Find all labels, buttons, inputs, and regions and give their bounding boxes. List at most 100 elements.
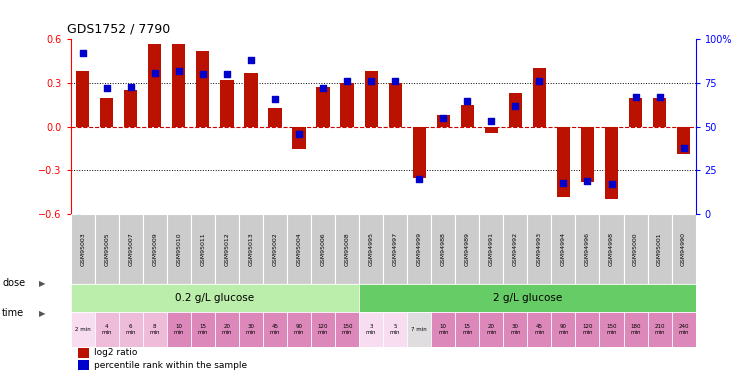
Bar xyxy=(76,71,89,127)
Bar xyxy=(479,312,504,347)
Point xyxy=(341,78,353,84)
Point xyxy=(461,98,473,104)
Bar xyxy=(557,127,570,196)
Bar xyxy=(437,115,450,127)
Text: 30
min: 30 min xyxy=(246,324,256,335)
Point xyxy=(582,178,594,184)
Bar xyxy=(527,214,551,284)
Point xyxy=(221,71,233,77)
Bar xyxy=(600,214,623,284)
Text: 2 g/L glucose: 2 g/L glucose xyxy=(493,293,562,303)
Bar xyxy=(672,214,696,284)
Text: percentile rank within the sample: percentile rank within the sample xyxy=(94,361,247,370)
Bar xyxy=(365,71,378,127)
Text: 6
min: 6 min xyxy=(126,324,136,335)
Bar xyxy=(575,312,600,347)
Bar xyxy=(124,90,138,127)
Bar xyxy=(647,312,672,347)
Bar xyxy=(71,312,94,347)
Text: GSM95009: GSM95009 xyxy=(153,232,157,266)
Bar xyxy=(533,69,546,127)
Point xyxy=(437,115,449,121)
Bar xyxy=(629,98,642,127)
Point xyxy=(606,182,618,188)
Text: GSM95013: GSM95013 xyxy=(248,232,254,266)
Bar xyxy=(239,312,263,347)
Point xyxy=(365,78,377,84)
Bar xyxy=(623,312,647,347)
Text: GSM95002: GSM95002 xyxy=(272,232,278,266)
Text: GSM94996: GSM94996 xyxy=(585,232,590,266)
Bar xyxy=(432,214,455,284)
Bar xyxy=(239,214,263,284)
Bar xyxy=(311,312,335,347)
Bar xyxy=(167,214,191,284)
Bar xyxy=(287,312,311,347)
Bar xyxy=(600,312,623,347)
Text: 8
min: 8 min xyxy=(150,324,160,335)
Bar xyxy=(316,87,330,127)
Bar xyxy=(432,312,455,347)
Bar xyxy=(119,312,143,347)
Bar xyxy=(359,312,383,347)
Point xyxy=(533,78,545,84)
Text: 90
min: 90 min xyxy=(558,324,568,335)
Bar xyxy=(551,312,575,347)
Bar xyxy=(94,214,119,284)
Point xyxy=(245,57,257,63)
Text: GSM94999: GSM94999 xyxy=(417,232,422,266)
Bar xyxy=(100,98,113,127)
Bar xyxy=(143,312,167,347)
Text: GSM95006: GSM95006 xyxy=(321,232,326,266)
Bar xyxy=(263,312,287,347)
Point xyxy=(269,96,281,102)
Bar xyxy=(191,312,215,347)
Bar xyxy=(215,214,239,284)
Bar xyxy=(383,214,407,284)
Point xyxy=(125,84,137,90)
Bar xyxy=(263,214,287,284)
Point xyxy=(629,94,641,100)
Point xyxy=(197,71,209,77)
Bar xyxy=(527,312,551,347)
Point xyxy=(413,176,425,182)
Text: 150
min: 150 min xyxy=(606,324,617,335)
Text: 30
min: 30 min xyxy=(510,324,521,335)
Point xyxy=(77,50,89,56)
Point xyxy=(510,103,522,109)
Point xyxy=(389,78,401,84)
Bar xyxy=(509,93,522,127)
Bar xyxy=(341,83,353,127)
Text: 0.2 g/L glucose: 0.2 g/L glucose xyxy=(176,293,254,303)
Bar xyxy=(292,127,306,148)
Bar xyxy=(78,360,89,370)
Text: GSM94990: GSM94990 xyxy=(681,232,686,266)
Text: 2 min: 2 min xyxy=(75,327,91,332)
Text: 45
min: 45 min xyxy=(270,324,280,335)
Text: GSM94995: GSM94995 xyxy=(368,232,373,266)
Text: GSM95008: GSM95008 xyxy=(344,232,350,266)
Text: ▶: ▶ xyxy=(39,309,45,318)
Bar xyxy=(647,214,672,284)
Bar xyxy=(119,214,143,284)
Text: 120
min: 120 min xyxy=(583,324,593,335)
Text: 45
min: 45 min xyxy=(534,324,545,335)
Bar xyxy=(455,214,479,284)
Text: 15
min: 15 min xyxy=(198,324,208,335)
Text: log2 ratio: log2 ratio xyxy=(94,348,137,357)
Bar xyxy=(605,127,618,200)
Text: GSM94991: GSM94991 xyxy=(489,232,494,266)
Text: 90
min: 90 min xyxy=(294,324,304,335)
Bar xyxy=(143,214,167,284)
Text: 210
min: 210 min xyxy=(654,324,665,335)
Bar xyxy=(407,312,432,347)
Bar xyxy=(455,312,479,347)
Bar xyxy=(677,127,690,154)
Bar xyxy=(479,214,504,284)
Point xyxy=(557,180,569,186)
Text: GSM94997: GSM94997 xyxy=(393,232,398,266)
Bar xyxy=(359,284,696,312)
Point xyxy=(678,145,690,151)
Bar xyxy=(623,214,647,284)
Bar xyxy=(167,312,191,347)
